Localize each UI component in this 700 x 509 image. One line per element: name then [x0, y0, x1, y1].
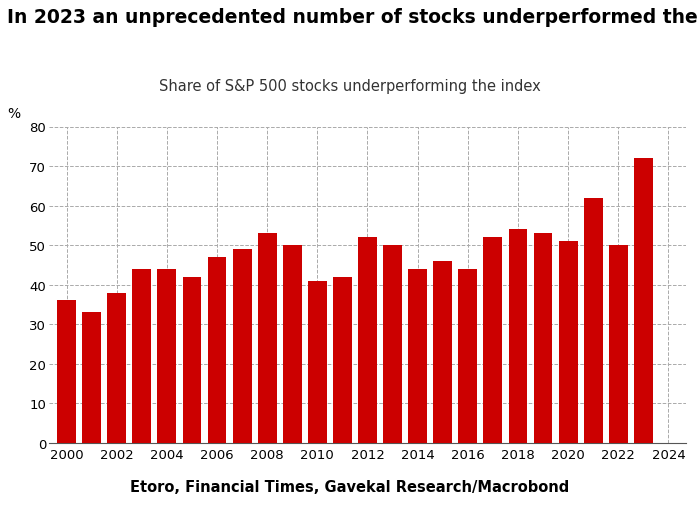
- Bar: [158, 269, 176, 443]
- Bar: [132, 269, 151, 443]
- Bar: [559, 242, 578, 443]
- Bar: [484, 238, 503, 443]
- Bar: [283, 245, 302, 443]
- Bar: [533, 234, 552, 443]
- Bar: [408, 269, 427, 443]
- Bar: [584, 198, 603, 443]
- Text: Share of S&P 500 stocks underperforming the index: Share of S&P 500 stocks underperforming …: [159, 79, 541, 94]
- Bar: [258, 234, 277, 443]
- Bar: [609, 245, 628, 443]
- Bar: [383, 245, 402, 443]
- Bar: [107, 293, 126, 443]
- Text: In 2023 an unprecedented number of stocks underperformed the market: In 2023 an unprecedented number of stock…: [7, 8, 700, 26]
- Bar: [232, 249, 251, 443]
- Bar: [308, 281, 327, 443]
- Bar: [208, 258, 226, 443]
- Bar: [333, 277, 352, 443]
- Bar: [183, 277, 202, 443]
- Bar: [458, 269, 477, 443]
- Bar: [358, 238, 377, 443]
- Bar: [433, 262, 452, 443]
- Bar: [82, 313, 101, 443]
- Bar: [509, 230, 527, 443]
- Bar: [57, 301, 76, 443]
- Text: Etoro, Financial Times, Gavekal Research/Macrobond: Etoro, Financial Times, Gavekal Research…: [130, 479, 570, 494]
- Y-axis label: %: %: [8, 107, 20, 121]
- Bar: [634, 159, 653, 443]
